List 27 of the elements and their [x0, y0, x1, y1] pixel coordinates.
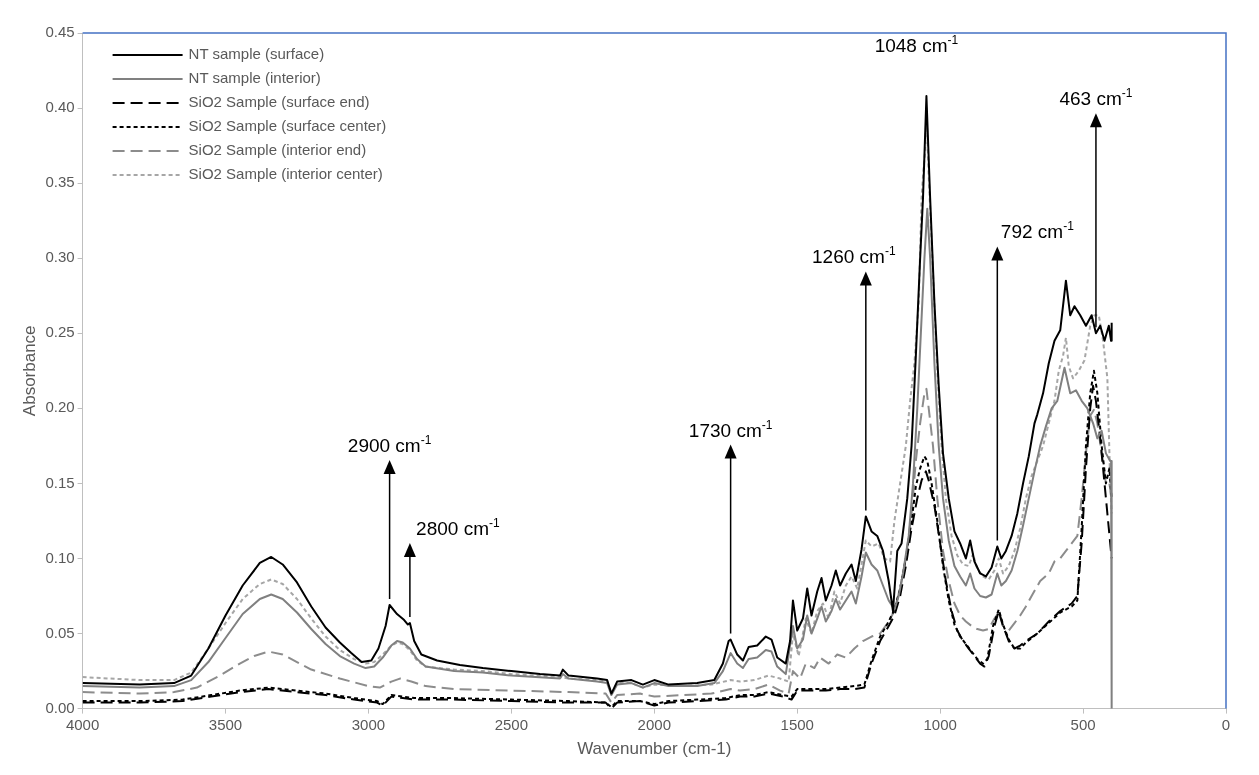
legend-label: SiO2 Sample (surface end) [188, 93, 370, 111]
y-tick-label: 0.40 [45, 98, 75, 116]
y-tick-label: 0.00 [45, 698, 75, 716]
y-tick-label: 0.05 [45, 623, 75, 641]
x-tick-label: 2500 [494, 715, 529, 733]
x-tick-label: 2000 [637, 715, 671, 733]
legend-label: NT sample (surface) [188, 45, 325, 63]
x-axis-title: Wavenumber (cm-1) [577, 739, 732, 759]
x-tick-label: 1500 [780, 715, 814, 733]
x-tick-label: 4000 [65, 715, 100, 733]
y-tick-label: 0.45 [45, 23, 75, 41]
y-tick-label: 0.35 [45, 173, 75, 191]
legend-label: SiO2 Sample (interior end) [188, 141, 367, 159]
y-tick-label: 0.30 [45, 248, 75, 266]
y-tick-label: 0.10 [45, 548, 75, 566]
legend-label: NT sample (interior) [188, 69, 321, 87]
x-tick-label: 3000 [351, 715, 386, 733]
legend-label: SiO2 Sample (interior center) [188, 165, 383, 183]
y-axis-title: Absorbance [19, 325, 39, 417]
y-tick-label: 0.15 [45, 473, 75, 491]
x-tick-label: 500 [1070, 715, 1096, 733]
x-tick-label: 1000 [923, 715, 957, 733]
x-tick-label: 0 [1221, 715, 1231, 733]
y-tick-label: 0.25 [45, 323, 75, 341]
x-tick-label: 3500 [208, 715, 243, 733]
y-tick-label: 0.20 [45, 398, 75, 416]
legend-label: SiO2 Sample (surface center) [188, 117, 387, 135]
